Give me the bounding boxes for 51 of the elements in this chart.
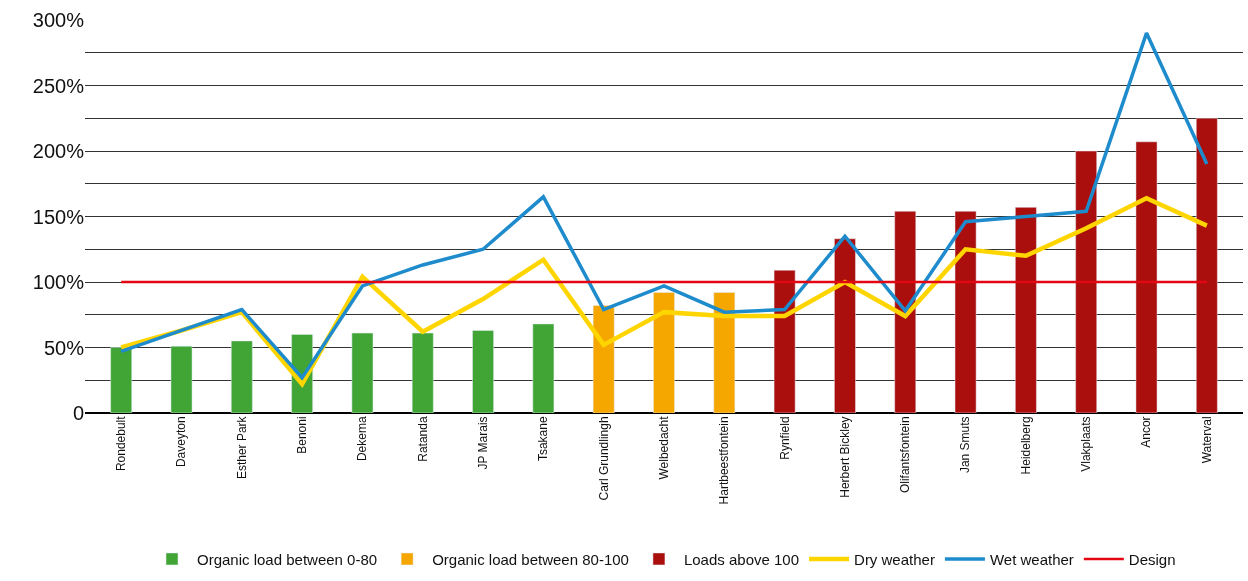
bar (411, 332, 434, 413)
x-tick-label: Vlakplaats (1079, 416, 1094, 472)
bar (1135, 141, 1158, 413)
legend-label: Wet weather (989, 550, 1074, 568)
bar (472, 330, 494, 413)
legend-label: Design (1128, 550, 1176, 568)
x-tick-label: Daveyton (174, 416, 189, 468)
x-tick-label: Carl Grundlingh (596, 416, 611, 501)
bar (1196, 118, 1218, 413)
x-tick-label: Ratanda (415, 416, 430, 462)
line-series (119, 31, 1209, 380)
legend-label: Dry weather (854, 550, 935, 568)
bar (110, 347, 132, 413)
x-tick-label: Welbedacht (656, 415, 671, 480)
bar (351, 332, 374, 413)
bar (653, 292, 675, 413)
x-tick-label: Heidelberg (1018, 416, 1033, 475)
x-tick-label: Tsakane (536, 416, 551, 462)
x-tick-label: Waterval (1199, 416, 1214, 464)
bar (894, 211, 917, 413)
x-tick-label: Rondebult (114, 415, 129, 472)
y-tick-label: 0 (72, 402, 84, 424)
x-tick-label: Olifantsfontein (898, 416, 913, 494)
x-tick-label: JP Marais (475, 416, 490, 470)
bar (713, 292, 736, 413)
x-tick-label: Dekema (355, 416, 370, 462)
x-tick-label: Esther Park (234, 415, 249, 480)
y-tick-label: 250% (32, 74, 85, 97)
bar (170, 345, 193, 413)
x-tick-label: Benoni (295, 416, 310, 454)
x-tick-label: Hartbeestfontein (717, 416, 732, 505)
y-tick-label: 300% (32, 9, 85, 31)
bar (834, 238, 856, 413)
x-tick-label: Ancor (1139, 416, 1154, 448)
bar (1075, 150, 1097, 413)
y-tick-label: 50% (43, 336, 85, 359)
bar (592, 305, 615, 413)
bar (532, 323, 555, 413)
bar (1015, 207, 1037, 413)
y-tick-label: 100% (32, 271, 85, 293)
bar (231, 340, 253, 413)
y-tick-label: 200% (32, 140, 85, 162)
x-tick-label: Rynfield (777, 416, 792, 460)
y-tick-label: 150% (32, 205, 85, 228)
x-tick-label: Herbert Bickley (837, 416, 852, 498)
legend-label: Organic load between 0-80 (197, 550, 378, 568)
x-tick-label: Jan Smuts (958, 416, 973, 474)
bar (773, 269, 796, 413)
legend-label: Loads above 100 (683, 550, 800, 568)
legend-label: Organic load between 80-100 (432, 550, 629, 568)
bar (954, 211, 977, 413)
